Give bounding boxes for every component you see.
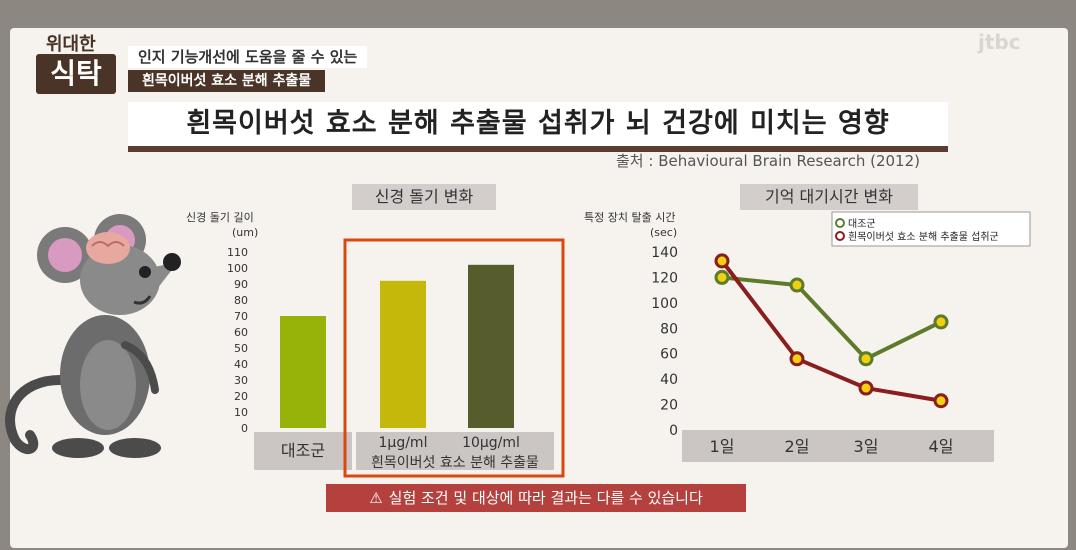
disclaimer-text: 실험 조건 및 대상에 따라 결과는 다를 수 있습니다 [388,489,703,507]
line-yunit: (sec) [650,226,677,239]
mouse-illustration [5,214,181,458]
line-ytick-label: 120 [651,270,678,286]
bar-ytick-label: 110 [227,246,248,259]
bar-ytick-label: 20 [234,390,248,403]
series-point [714,253,730,269]
frame-top [0,0,1076,30]
line-ytick-label: 20 [660,398,678,414]
series-point [714,269,730,285]
legend-marker [835,218,845,228]
bar-ytick-label: 70 [234,310,248,323]
bar-ytick-label: 10 [234,406,248,419]
bar-yunit: (um) [232,226,258,239]
subtitle-line1: 인지 기능개선에 도움을 줄 수 있는 [128,46,368,68]
bar-category-label: 대조군 [281,441,325,460]
bar-ytick-label: 80 [234,294,248,307]
channel-watermark: jtbc [978,30,1021,54]
line-xtick-label: 1일 [710,437,735,456]
line-xtick-label: 4일 [929,437,954,456]
bar-category-label: 1μg/ml [379,435,428,451]
bar-group-label: 흰목이버섯 효소 분해 추출물 [371,455,539,471]
bar-ytick-label: 50 [234,342,248,355]
source-citation: 출처 : Behavioural Brain Research (2012) [616,152,920,170]
highlight-box [343,238,565,478]
bar-1 [280,316,326,428]
line-ytick-label: 60 [660,347,678,363]
bar-chart: 신경 돌기 길이 (um) 0102030405060708090100110 … [186,211,565,478]
line-ytick-label: 0 [669,423,678,439]
bar-ytick-label: 40 [234,358,248,371]
line-legend [831,211,1031,247]
bar-category-box-control [254,432,352,470]
series-point [789,351,805,367]
logo-line1: 위대한 [46,34,96,55]
line-ytick-label: 100 [651,296,678,312]
line-chart-title: 기억 대기시간 변화 [740,184,918,210]
legend-marker [835,231,845,241]
bar-ytick-label: 90 [234,278,248,291]
bar-category-label: 10μg/ml [462,435,520,451]
bar-ytick-label: 100 [227,262,248,275]
series-line-2 [720,259,942,403]
bar-ylabel: 신경 돌기 길이 [186,211,254,224]
bar-ytick-label: 0 [241,422,248,435]
series-point [933,314,949,330]
series-point [789,277,805,293]
series-point [858,380,874,396]
bar-chart-title: 신경 돌기 변화 [352,184,496,210]
bar-category-box-extract [356,432,554,470]
line-ytick-label: 80 [660,321,678,337]
line-xaxis-band [682,430,994,462]
legend-label: 대조군 [848,218,876,230]
bar-2 [380,280,426,428]
line-xtick-label: 3일 [854,437,879,456]
line-ylabel: 특정 장치 탈출 시간 [584,211,675,224]
series-point [858,351,874,367]
series-line-1 [721,275,942,362]
alarm-icon: ⚠ [369,489,383,507]
line-ytick-label: 140 [651,245,678,261]
show-logo: 위대한 식탁 [28,30,120,100]
line-ytick-label: 40 [660,372,678,388]
disclaimer-notice: ⚠ 실험 조건 및 대상에 따라 결과는 다를 수 있습니다 [326,484,746,512]
legend-label: 흰목이버섯 효소 분해 추출물 섭취군 [848,230,999,243]
series-point [933,393,949,409]
bar-ytick-label: 60 [234,326,248,339]
line-chart: 특정 장치 탈출 시간 (sec) 0 20 40 60 80 100 120 140 1일 2… [584,211,1031,462]
main-title: 흰목이버섯 효소 분해 추출물 섭취가 뇌 건강에 미치는 영향 [128,102,948,150]
bar-ytick-label: 30 [234,374,248,387]
line-xtick-label: 2일 [785,437,810,456]
bar-3 [468,264,514,428]
subtitle-line2: 흰목이버섯 효소 분해 추출물 [128,70,326,92]
logo-line2: 식탁 [36,54,116,94]
